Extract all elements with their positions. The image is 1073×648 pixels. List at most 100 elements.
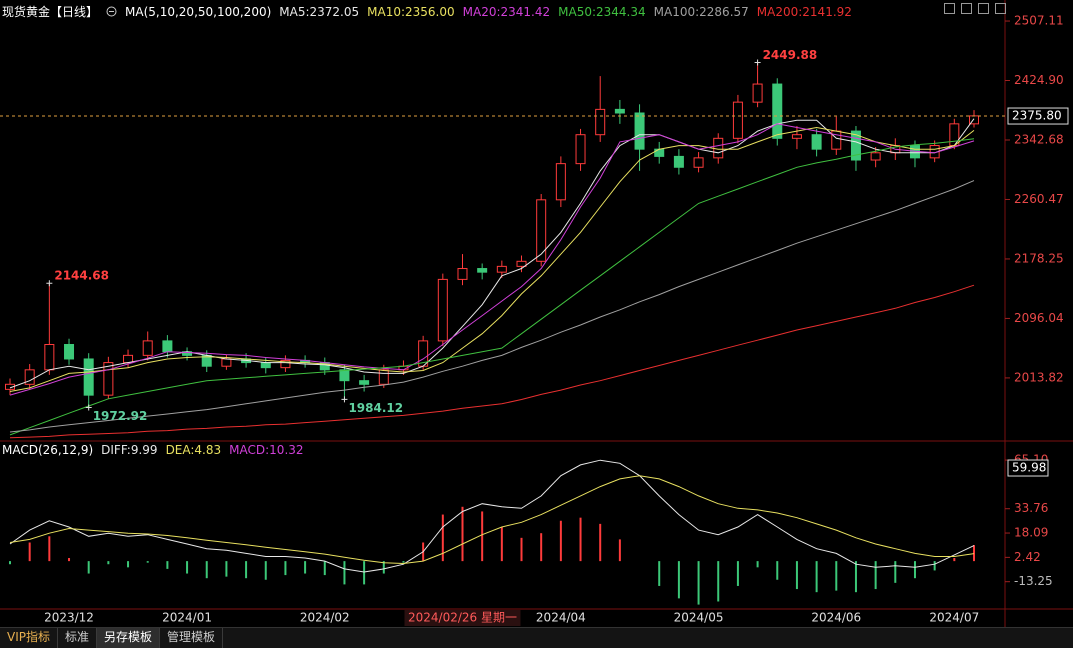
- candle-body: [673, 155, 684, 168]
- x-tick-label: 2024/02: [300, 611, 350, 625]
- x-tick-label: 2024/07: [929, 611, 979, 625]
- candle-body: [850, 130, 861, 161]
- chart: 2507.11 2424.90 2342.68 2260.47 2178.25 2096.…: [0, 0, 1073, 627]
- y-tick-label: 33.76: [1014, 501, 1048, 515]
- marker-label: 59.98: [1012, 461, 1046, 475]
- x-tick-label: 2024/04: [536, 611, 586, 625]
- ma-line: [9, 118, 975, 389]
- macd-header: MACD(26,12,9) DIFF:9.99 DEA:4.83 MACD:10.3…: [2, 443, 304, 457]
- legend-entry: MA5:2372.05: [279, 4, 360, 19]
- tab[interactable]: 标准: [58, 628, 98, 648]
- high-label: 2144.68: [54, 269, 109, 283]
- candle-body: [280, 359, 291, 369]
- candle-body: [870, 152, 881, 161]
- macd-line: [9, 475, 975, 565]
- legend-entry: DEA:4.83: [165, 443, 222, 457]
- candle-body: [457, 268, 468, 280]
- candle-body: [339, 369, 350, 382]
- candle-body: [713, 137, 724, 159]
- macd-line: [9, 459, 975, 573]
- candle-body: [123, 354, 134, 364]
- low-label: 1972.92: [93, 409, 148, 423]
- y-tick-label: 18.09: [1014, 526, 1048, 540]
- tab[interactable]: 另存模板: [97, 628, 161, 648]
- y-tick-label: 2013.82: [1014, 370, 1064, 384]
- y-tick-label: 2342.68: [1014, 132, 1064, 146]
- candle-body: [949, 123, 960, 147]
- candle-body: [614, 108, 625, 114]
- candle-body: [24, 369, 35, 385]
- y-tick-label: 2.42: [1014, 550, 1041, 564]
- y-tick-label: 2260.47: [1014, 192, 1064, 206]
- candle-body: [634, 112, 645, 150]
- x-tick-label: 2024/05: [674, 611, 724, 625]
- candle-body: [595, 108, 606, 136]
- settings-icon[interactable]: [106, 6, 117, 17]
- legend-entry: MA200:2141.92: [756, 4, 852, 19]
- candle-body: [162, 340, 173, 353]
- candle-body: [752, 83, 763, 103]
- y-tick-label: 2178.25: [1014, 251, 1064, 265]
- legend-entry: MA100:2286.57: [653, 4, 749, 19]
- x-tick-label: 2023/12: [44, 611, 94, 625]
- candle-body: [693, 157, 704, 168]
- indicator: MA(5,10,20,50,100,200): [125, 4, 272, 19]
- candle-body: [221, 358, 232, 367]
- candle-body: [477, 268, 488, 273]
- crosshair-date: 2024/02/26 星期一: [408, 611, 517, 625]
- ma-line: [9, 180, 975, 433]
- chart-title: 现货黄金【日线】: [2, 5, 99, 19]
- chart-title: MACD(26,12,9): [2, 443, 94, 457]
- extreme-marker: [341, 396, 348, 403]
- candle-body: [44, 344, 55, 371]
- y-tick-label: 2424.90: [1014, 73, 1064, 87]
- candle-body: [516, 260, 527, 267]
- extreme-marker: [754, 59, 761, 66]
- legend-entry: DIFF:9.99: [101, 443, 158, 457]
- icon[interactable]: [961, 3, 972, 14]
- crosshair-date-box: [404, 610, 521, 626]
- candle-body: [772, 83, 783, 139]
- x-tick-label: 2024/06: [811, 611, 861, 625]
- y-tick-label: 2096.04: [1014, 311, 1064, 325]
- candle-body: [437, 278, 448, 342]
- ma-line: [9, 138, 975, 436]
- window-icons: [944, 3, 1006, 14]
- low-label: 1984.12: [348, 401, 403, 415]
- legend-entry: MACD:10.32: [229, 443, 304, 457]
- x-tick-label: 2024/01: [162, 611, 212, 625]
- tab-bar: VIP指标 标准 另存模板 管理模板: [0, 627, 1073, 648]
- last-price-label: 2375.80: [1012, 109, 1062, 123]
- tab[interactable]: VIP指标: [0, 628, 58, 648]
- icon[interactable]: [978, 3, 989, 14]
- ma-line: [9, 123, 975, 396]
- y-tick-label: -13.25: [1014, 574, 1053, 588]
- ma-line: [9, 126, 975, 392]
- candle-body: [811, 134, 822, 150]
- candle-body: [732, 101, 743, 139]
- marker-box: [1007, 459, 1049, 477]
- candle-body: [103, 362, 114, 396]
- legend-entry: MA10:2356.00: [367, 4, 455, 19]
- icon[interactable]: [995, 3, 1006, 14]
- candle-body: [791, 134, 802, 139]
- candle-body: [536, 199, 547, 262]
- candle-body: [64, 344, 75, 360]
- icon[interactable]: [944, 3, 955, 14]
- candle-body: [359, 380, 370, 385]
- y-tick-label: 2507.11: [1014, 14, 1064, 28]
- ma-line: [9, 284, 975, 439]
- legend-entry: MA50:2344.34: [558, 4, 646, 19]
- candle-body: [83, 358, 94, 396]
- candle-body: [378, 369, 389, 385]
- high-label: 2449.88: [763, 48, 818, 62]
- tab[interactable]: 管理模板: [160, 628, 224, 648]
- legend-entry: MA20:2341.42: [462, 4, 551, 19]
- candle-body: [575, 134, 586, 165]
- extreme-marker: [46, 280, 53, 287]
- extreme-marker: [85, 404, 92, 411]
- candle-body: [260, 362, 271, 369]
- last-price-box: [1007, 107, 1069, 125]
- candle-body: [496, 265, 507, 273]
